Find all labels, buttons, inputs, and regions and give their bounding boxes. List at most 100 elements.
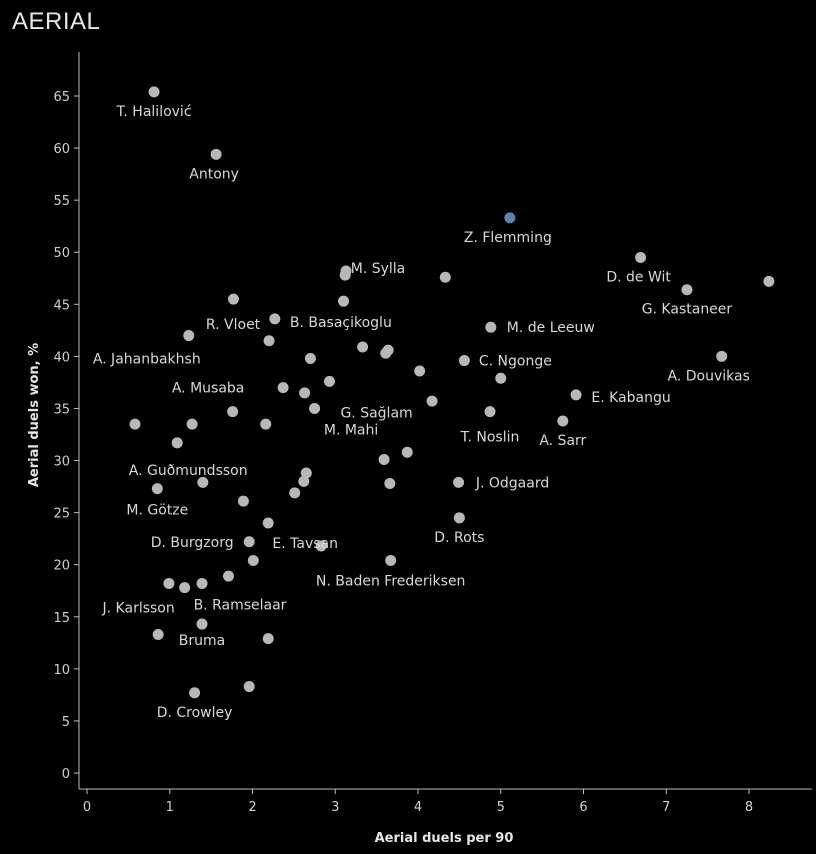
data-point[interactable] [148,86,160,98]
point-label: D. de Wit [606,269,671,285]
point-label: T. Noslin [460,430,520,446]
point-label: M. Mahi [324,422,378,438]
point-label: E. Tavsan [272,536,338,552]
data-point[interactable] [227,406,239,418]
data-point[interactable] [243,681,255,693]
data-point[interactable] [197,476,209,488]
data-point[interactable] [210,148,222,160]
point-label: B. Ramselaar [194,597,287,613]
data-point[interactable] [716,350,728,362]
data-point[interactable] [401,446,413,458]
y-tick-label: 25 [53,507,70,522]
point-label: Antony [189,166,239,182]
data-point[interactable] [557,415,569,427]
data-point[interactable] [763,275,775,287]
data-point[interactable] [299,387,311,399]
data-point[interactable] [223,570,235,582]
data-point[interactable] [380,347,392,359]
data-point[interactable] [179,582,191,594]
data-point[interactable] [186,418,198,430]
data-point[interactable] [151,483,163,495]
data-point[interactable] [189,687,201,699]
data-point[interactable] [243,536,255,548]
data-point[interactable] [247,555,259,567]
point-label: J. Karlsson [102,601,175,617]
x-tick-label: 4 [414,800,422,815]
data-point[interactable] [439,271,451,283]
data-point[interactable] [453,512,465,524]
data-point[interactable] [485,321,497,333]
data-point[interactable] [152,628,164,640]
data-point[interactable] [300,467,312,479]
data-point[interactable] [357,341,369,353]
point-label: E. Kabangu [591,390,670,406]
y-tick-label: 50 [53,246,70,261]
data-point[interactable] [339,269,351,281]
point-label: G. Kastaneer [642,302,733,318]
point-label: Z. Flemming [464,230,552,246]
point-labels: T. Halilović Antony Z. Flemming D. de Wit G.… [93,104,750,721]
x-tick-label: 3 [331,800,339,815]
point-label: C. Ngonge [479,354,552,370]
highlighted-data-point[interactable] [504,212,516,224]
data-point[interactable] [338,295,350,307]
point-label: B. Basaçikoglu [290,315,392,331]
data-point[interactable] [260,418,272,430]
data-point[interactable] [196,577,208,589]
y-tick-label: 65 [53,90,70,105]
point-label: J. Odgaard [475,475,549,491]
data-point[interactable] [453,476,465,488]
data-point[interactable] [414,365,426,377]
data-point[interactable] [315,540,327,552]
data-point[interactable] [183,330,195,342]
data-point[interactable] [458,355,470,367]
data-point[interactable] [196,618,208,630]
data-point[interactable] [385,555,397,567]
data-point[interactable] [484,406,496,418]
data-point[interactable] [304,352,316,364]
data-point[interactable] [323,375,335,387]
data-point[interactable] [298,475,310,487]
data-point[interactable] [163,577,175,589]
y-tick-label: 60 [53,142,70,157]
data-point[interactable] [378,453,390,465]
data-point[interactable] [289,487,301,499]
data-point[interactable] [262,633,274,645]
data-point[interactable] [263,335,275,347]
data-point[interactable] [309,402,321,414]
point-label: M. de Leeuw [507,320,595,336]
y-tick-label: 45 [53,298,70,313]
y-tick-label: 15 [53,611,70,626]
y-tick-label: 20 [53,559,70,574]
data-point[interactable] [570,389,582,401]
point-label: D. Crowley [157,705,233,721]
x-tick-label: 8 [745,800,753,815]
data-point[interactable] [129,418,141,430]
point-label: M. Götze [126,503,188,519]
point-label: Bruma [179,633,225,649]
data-point[interactable] [495,372,507,384]
data-point[interactable] [237,495,249,507]
x-tick-label: 0 [83,800,91,815]
point-label: D. Burgzorg [151,535,234,551]
data-point[interactable] [171,437,183,449]
x-tick-label: 2 [248,800,256,815]
y-tick-label: 35 [53,402,70,417]
data-point[interactable] [227,293,239,305]
y-tick-label: 10 [53,663,70,678]
data-point[interactable] [635,251,647,263]
data-point[interactable] [269,313,281,325]
data-point[interactable] [277,382,289,394]
y-tick-label: 5 [62,715,70,730]
data-point[interactable] [426,395,438,407]
data-point[interactable] [262,517,274,529]
data-point[interactable] [384,477,396,489]
x-axis-title: Aerial duels per 90 [375,831,514,846]
data-point[interactable] [681,284,693,296]
y-tick-label: 55 [53,194,70,209]
y-tick-label: 30 [53,455,70,470]
x-tick-label: 7 [662,800,670,815]
